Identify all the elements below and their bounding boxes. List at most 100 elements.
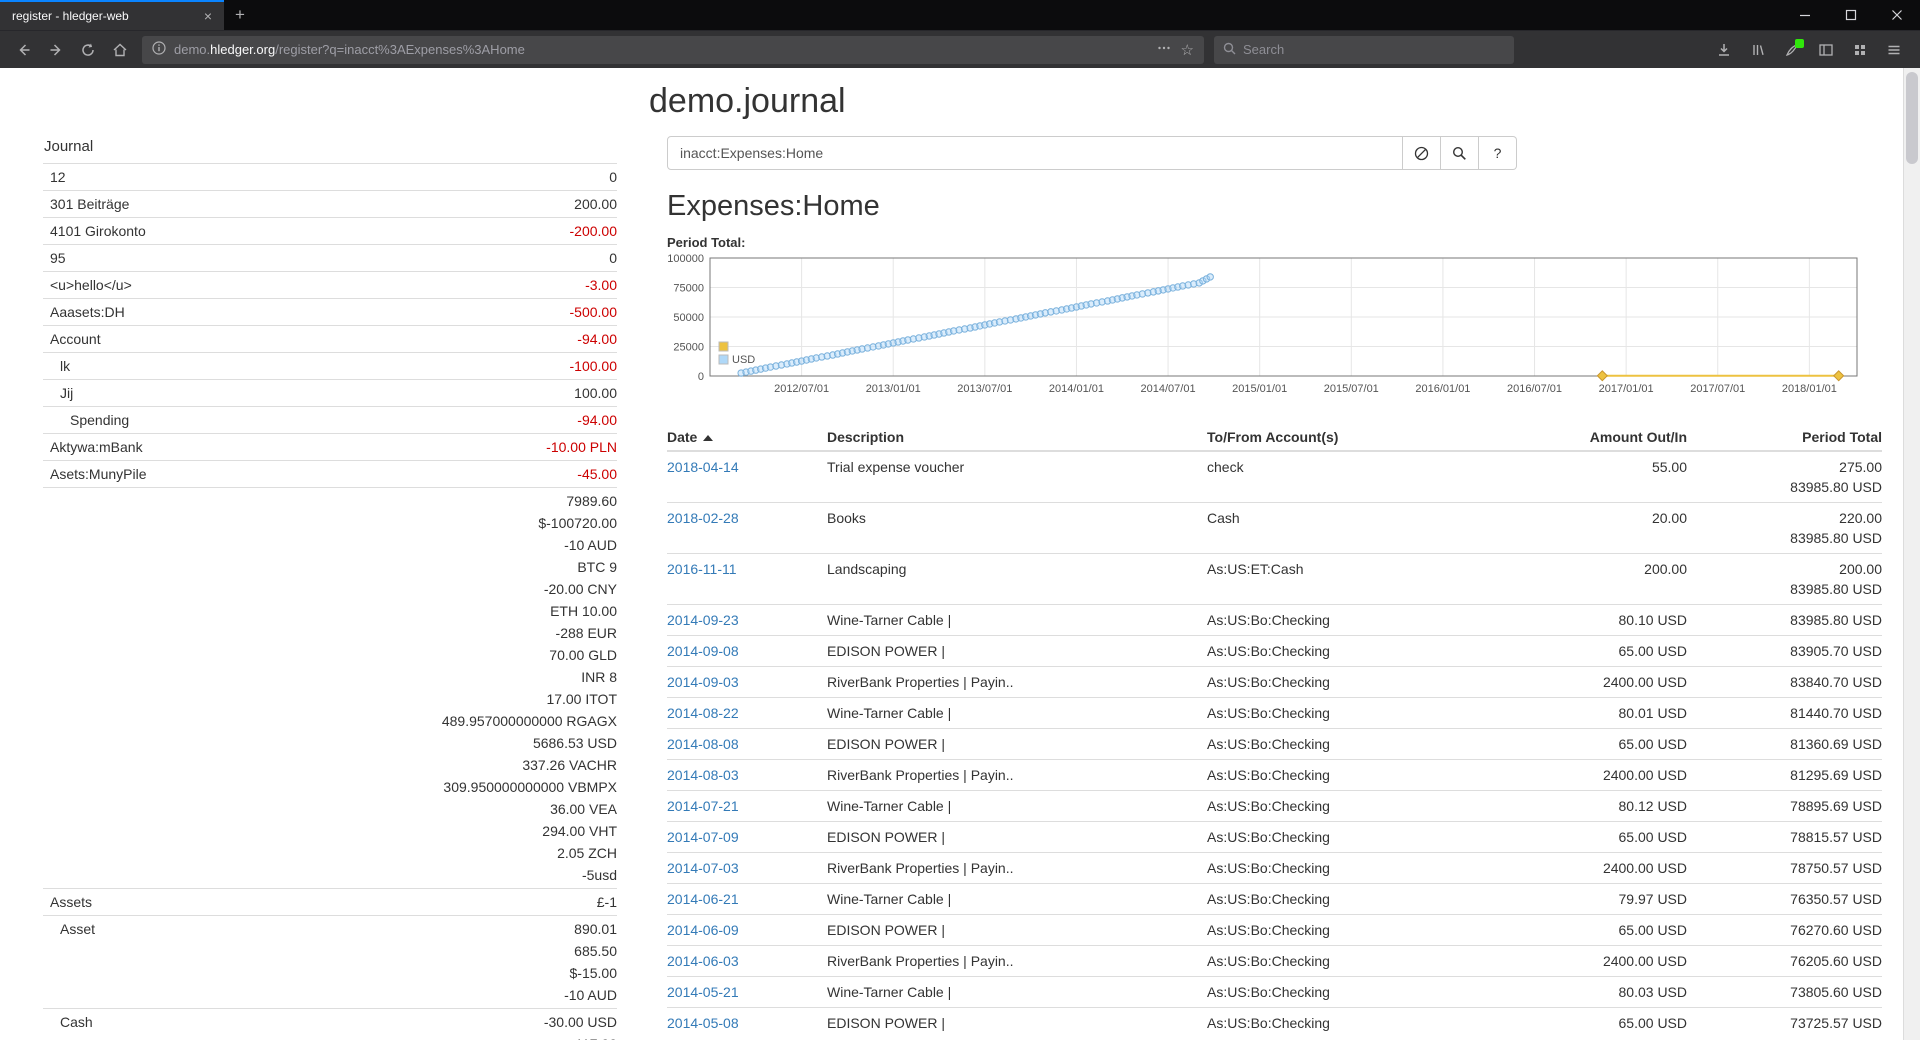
- clear-query-button[interactable]: [1403, 136, 1441, 170]
- column-header-date[interactable]: Date: [667, 424, 827, 452]
- transaction-date-link[interactable]: 2014-06-21: [667, 891, 739, 907]
- period-chart: 0 25000 50000 75000 100000 2012/07/01 2013/01/…: [667, 253, 1882, 400]
- sidebar-toggle-icon[interactable]: [1812, 36, 1840, 64]
- account-link[interactable]: Asset: [60, 921, 96, 937]
- bookmark-star-icon[interactable]: ☆: [1180, 41, 1194, 59]
- browser-titlebar: register - hledger-web × +: [0, 0, 1920, 30]
- account-link[interactable]: Cash: [60, 1014, 93, 1030]
- transaction-date-link[interactable]: 2014-09-23: [667, 612, 739, 628]
- sidebar-account-row: Asets:MunyPile -45.00: [43, 460, 617, 487]
- balance-amount: BTC 9: [577, 559, 617, 575]
- balance-amount: ETH 10.00: [550, 603, 617, 619]
- transaction-date-link[interactable]: 2014-09-08: [667, 643, 739, 659]
- account-link[interactable]: Asets:MunyPile: [50, 466, 147, 482]
- account-link[interactable]: 4101 Girokonto: [50, 223, 146, 239]
- page-scrollbar[interactable]: [1903, 68, 1920, 1040]
- window-minimize-button[interactable]: [1782, 0, 1828, 30]
- transaction-date-link[interactable]: 2014-07-09: [667, 829, 739, 845]
- browser-tab[interactable]: register - hledger-web ×: [0, 0, 224, 30]
- browser-search-bar[interactable]: Search: [1214, 35, 1514, 64]
- account-balance: -30.00 USD -117.00: [544, 1011, 617, 1040]
- balance-amount: 0: [609, 169, 617, 185]
- submit-search-button[interactable]: [1441, 136, 1479, 170]
- tab-close-icon[interactable]: ×: [203, 8, 213, 24]
- column-header-period-total: Period Total: [1687, 424, 1882, 452]
- sidebar-account-row: Spending -94.00: [43, 406, 617, 433]
- transaction-amount: 20.00: [1537, 502, 1687, 554]
- transaction-date-link[interactable]: 2014-07-03: [667, 860, 739, 876]
- reload-icon[interactable]: [72, 35, 104, 65]
- register-row: 2014-06-09 EDISON POWER | As:US:Bo:Checkin…: [667, 914, 1882, 946]
- menu-hamburger-icon[interactable]: [1880, 36, 1908, 64]
- new-tab-button[interactable]: +: [235, 5, 245, 24]
- transaction-date-link[interactable]: 2018-04-14: [667, 459, 739, 475]
- transaction-date-link[interactable]: 2014-05-08: [667, 1015, 739, 1031]
- forward-icon[interactable]: [40, 35, 72, 65]
- transaction-date-link[interactable]: 2014-08-22: [667, 705, 739, 721]
- query-input[interactable]: [667, 136, 1403, 170]
- transaction-date-link[interactable]: 2014-05-21: [667, 984, 739, 1000]
- column-header-account: To/From Account(s): [1207, 424, 1537, 452]
- transaction-date-link[interactable]: 2014-07-21: [667, 798, 739, 814]
- transaction-account: As:US:Bo:Checking: [1207, 852, 1537, 884]
- transaction-date-link[interactable]: 2014-06-09: [667, 922, 739, 938]
- transaction-amount: 2400.00 USD: [1537, 759, 1687, 791]
- transaction-description: RiverBank Properties | Payin..: [827, 852, 1207, 884]
- account-link[interactable]: 95: [50, 250, 66, 266]
- apps-grid-icon[interactable]: [1846, 36, 1874, 64]
- site-info-icon[interactable]: [152, 41, 166, 58]
- register-row: 2014-08-08 EDISON POWER | As:US:Bo:Checkin…: [667, 728, 1882, 760]
- transaction-date-link[interactable]: 2016-11-11: [667, 561, 737, 577]
- tab-title: register - hledger-web: [12, 9, 129, 23]
- account-link[interactable]: Account: [50, 331, 101, 347]
- transaction-date-link[interactable]: 2018-02-28: [667, 510, 739, 526]
- svg-text:2013/01/01: 2013/01/01: [866, 383, 921, 395]
- transaction-description: RiverBank Properties | Payin..: [827, 759, 1207, 791]
- search-help-button[interactable]: ?: [1479, 136, 1517, 170]
- svg-text:2017/07/01: 2017/07/01: [1690, 383, 1745, 395]
- library-icon[interactable]: [1744, 36, 1772, 64]
- register-row: 2014-07-03 RiverBank Properties | Payin..…: [667, 852, 1882, 884]
- account-link[interactable]: Aktywa:mBank: [50, 439, 143, 455]
- transaction-account: check: [1207, 450, 1537, 503]
- account-link[interactable]: Spending: [70, 412, 130, 428]
- balance-amount: $-15.00: [569, 965, 617, 981]
- account-balance: 7989.60 $-100720.00 -10 AUD BTC 9 -20.00 CNY…: [442, 490, 617, 886]
- window-close-button[interactable]: [1874, 0, 1920, 30]
- register-header-row: Date Description To/From Account(s) Amou…: [667, 424, 1882, 452]
- url-bar[interactable]: demo.hledger.org/register?q=inacct%3AExp…: [142, 35, 1204, 64]
- transaction-amount: 80.01 USD: [1537, 697, 1687, 729]
- account-link[interactable]: <u>hello</u>: [50, 277, 132, 293]
- transaction-date-link[interactable]: 2014-08-08: [667, 736, 739, 752]
- transaction-account: As:US:Bo:Checking: [1207, 821, 1537, 853]
- sidebar-journal-link[interactable]: Journal: [44, 138, 94, 155]
- browser-toolbar: demo.hledger.org/register?q=inacct%3AExp…: [0, 30, 1920, 68]
- transaction-date-link[interactable]: 2014-09-03: [667, 674, 739, 690]
- account-link[interactable]: lk: [60, 358, 71, 374]
- back-icon[interactable]: [8, 35, 40, 65]
- svg-text:75000: 75000: [673, 283, 704, 295]
- register-row: 2014-08-22 Wine-Tarner Cable | As:US:Bo:Ch…: [667, 697, 1882, 729]
- account-link[interactable]: 301 Beiträge: [50, 196, 130, 212]
- page-actions-icon[interactable]: [1157, 41, 1171, 58]
- transaction-description: Wine-Tarner Cable |: [827, 697, 1207, 729]
- account-link[interactable]: Aaasets:DH: [50, 304, 125, 320]
- transaction-date-link[interactable]: 2014-06-03: [667, 953, 739, 969]
- account-link[interactable]: Jij: [60, 385, 74, 401]
- sidebar-account-row: Cash -30.00 USD -117.00: [43, 1008, 617, 1040]
- transaction-date-link[interactable]: 2014-08-03: [667, 767, 739, 783]
- scrollbar-thumb[interactable]: [1906, 72, 1918, 164]
- home-icon[interactable]: [104, 35, 136, 65]
- account-link[interactable]: Assets: [50, 894, 93, 910]
- extension-quill-icon[interactable]: [1778, 36, 1806, 64]
- transaction-amount: 80.10 USD: [1537, 604, 1687, 636]
- account-link[interactable]: 12: [50, 169, 66, 185]
- sidebar-account-list: 12 0 301 Beiträge 200.00 4101 Girokonto -200.…: [43, 163, 617, 1040]
- balance-amount: 0: [609, 250, 617, 266]
- toolbar-icons: [1710, 36, 1908, 64]
- downloads-icon[interactable]: [1710, 36, 1738, 64]
- window-maximize-button[interactable]: [1828, 0, 1874, 30]
- svg-text:50000: 50000: [673, 312, 704, 324]
- svg-text:2013/07/01: 2013/07/01: [957, 383, 1012, 395]
